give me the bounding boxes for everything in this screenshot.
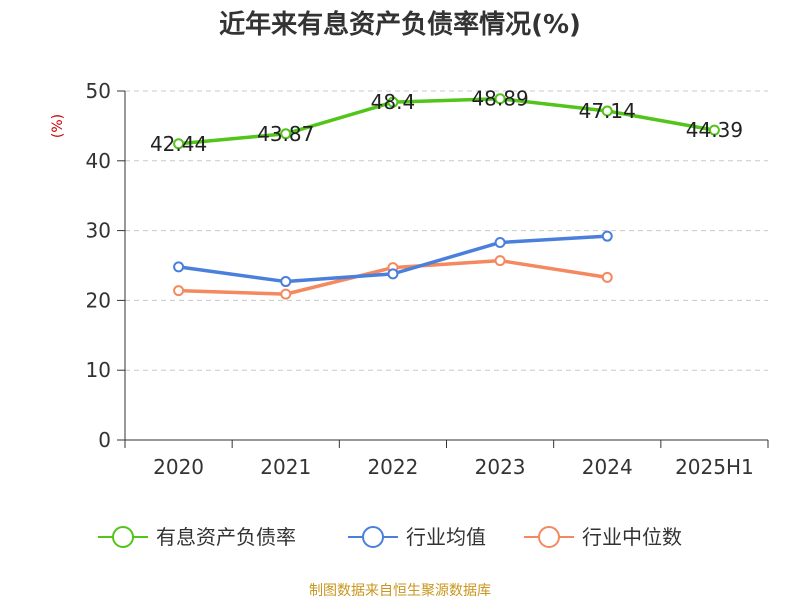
data-point bbox=[494, 93, 506, 105]
series-line bbox=[176, 96, 717, 146]
data-point bbox=[280, 288, 292, 300]
y-tick-label: 40 bbox=[86, 149, 111, 173]
data-label: 47.14 bbox=[579, 99, 636, 123]
data-label: 43.87 bbox=[257, 122, 314, 146]
axes: 0 10 20 30 40 50 2020 2021 2022 2023 2024 2025H1 bbox=[86, 79, 769, 479]
y-tick-label: 10 bbox=[86, 358, 111, 382]
data-label: 44.39 bbox=[686, 118, 743, 142]
y-tick-label: 20 bbox=[86, 288, 111, 312]
legend-label: 行业中位数 bbox=[582, 525, 682, 549]
y-tick-label: 30 bbox=[86, 219, 111, 243]
data-point bbox=[280, 276, 292, 288]
legend-label: 行业均值 bbox=[406, 525, 486, 549]
data-point bbox=[601, 271, 613, 283]
x-tick-label: 2021 bbox=[260, 455, 311, 479]
data-label: 48.4 bbox=[371, 90, 416, 114]
data-point bbox=[280, 128, 292, 140]
data-point bbox=[173, 138, 185, 150]
data-point bbox=[601, 230, 613, 242]
data-label: 48.89 bbox=[471, 87, 528, 111]
x-tick-label: 2020 bbox=[153, 455, 204, 479]
data-point bbox=[173, 285, 185, 297]
chart-title: 近年来有息资产负债率情况(%) bbox=[219, 9, 581, 40]
series-layer: 42.44 43.87 48.4 48.89 47.14 44.39 bbox=[150, 87, 743, 300]
x-tick-label: 2024 bbox=[582, 455, 633, 479]
y-axis-unit-label: (%) bbox=[50, 114, 66, 138]
x-tick-label: 2025H1 bbox=[675, 455, 754, 479]
gridlines bbox=[125, 90, 768, 371]
y-tick-label: 0 bbox=[98, 428, 111, 452]
data-point bbox=[387, 268, 399, 280]
legend-marker bbox=[362, 526, 384, 548]
legend-label: 有息资产负债率 bbox=[156, 525, 296, 549]
data-label: 42.44 bbox=[150, 132, 207, 156]
source-note: 制图数据来自恒生聚源数据库 bbox=[309, 583, 491, 599]
x-tick-label: 2023 bbox=[475, 455, 526, 479]
x-tick-label: 2022 bbox=[367, 455, 418, 479]
data-point bbox=[708, 124, 720, 136]
data-point bbox=[494, 236, 506, 248]
data-point bbox=[173, 261, 185, 273]
y-tick-label: 50 bbox=[86, 79, 111, 103]
data-point bbox=[387, 96, 399, 108]
data-point bbox=[494, 255, 506, 267]
legend-marker bbox=[112, 526, 134, 548]
legend-marker bbox=[538, 526, 560, 548]
data-point bbox=[601, 105, 613, 117]
legend: 有息资产负债率 行业均值 行业中位数 bbox=[98, 525, 682, 549]
